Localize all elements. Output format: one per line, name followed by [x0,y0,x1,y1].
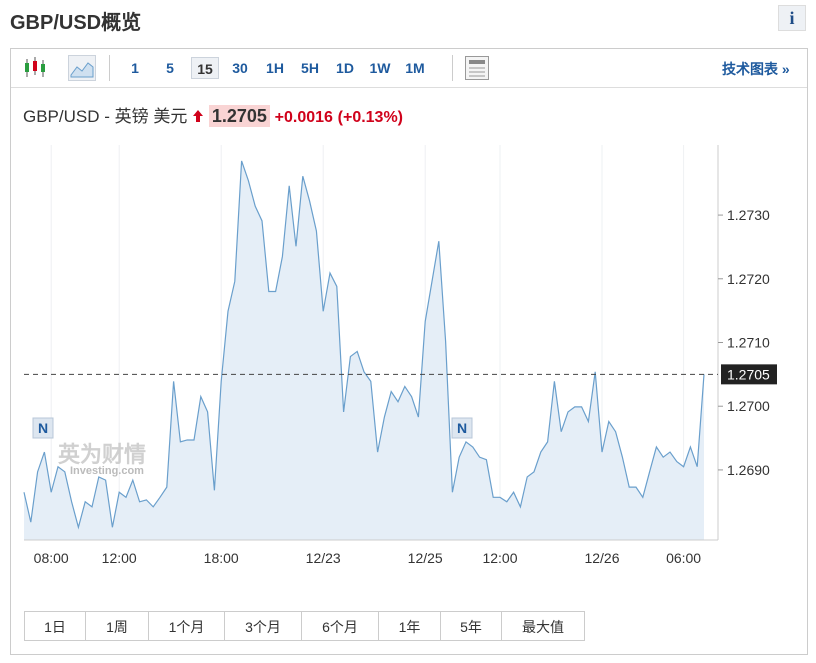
change-percent: (+0.13%) [337,109,404,126]
range-button[interactable]: 1个月 [148,611,225,641]
timeframe-button[interactable]: 5 [166,60,174,76]
timeframe-button[interactable]: 1W [369,60,391,76]
separator [109,55,110,81]
line-chart-icon[interactable] [68,55,96,81]
range-button[interactable]: 1日 [24,611,86,641]
range-button[interactable]: 1周 [85,611,149,641]
separator [452,55,453,81]
timeframe-button[interactable]: 5H [301,60,319,76]
range-button[interactable]: 3个月 [224,611,302,641]
quote-line: GBP/USD - 英镑 美元 1.2705 +0.0016 (+0.13%) [23,102,403,127]
toolbar [11,49,807,88]
range-button[interactable]: 6个月 [301,611,379,641]
price: 1.2705 [208,105,270,127]
range-button[interactable]: 1年 [378,611,441,641]
page-title: GBP/USD概览 [10,12,142,34]
timeframe-button[interactable]: 1D [336,60,354,76]
change: +0.0016 [274,109,333,126]
range-button[interactable]: 最大值 [501,611,585,641]
timeframe-button[interactable]: 15 [191,57,219,79]
timeframe-button[interactable]: 1M [405,60,425,76]
technical-chart-link[interactable]: 技术图表 » [722,61,790,77]
timeframe-button[interactable]: 1 [131,60,139,76]
info-button[interactable]: i [778,5,806,31]
timeframe-button[interactable]: 1H [266,60,284,76]
candlestick-icon[interactable] [22,55,48,81]
chart-panel [10,48,808,655]
up-arrow [193,110,204,122]
timeframe-button[interactable]: 30 [232,60,248,76]
table-icon[interactable] [464,55,490,81]
range-button[interactable]: 5年 [440,611,502,641]
pair-name: GBP/USD - 英镑 美元 [23,107,188,126]
